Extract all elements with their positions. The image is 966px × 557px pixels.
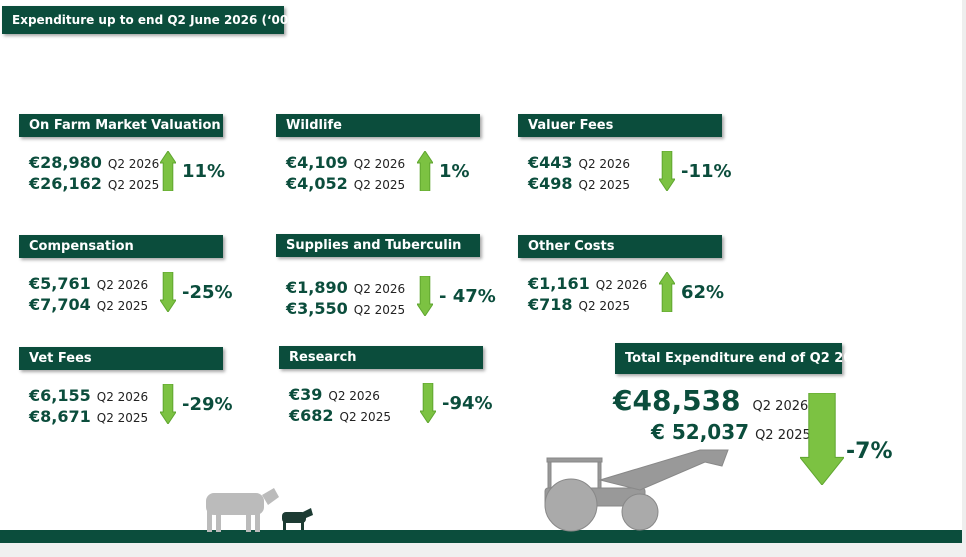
value-row: €8,671 Q2 2025 xyxy=(29,407,148,426)
page-title: Expenditure up to end Q2 June 2026 (‘000… xyxy=(2,6,302,34)
amount: €443 xyxy=(528,153,573,172)
amount: €28,980 xyxy=(29,153,102,172)
trend-arrow xyxy=(417,151,433,191)
amount: €682 xyxy=(289,406,334,425)
trend-arrow xyxy=(160,151,176,191)
value-row: €4,052 Q2 2025 xyxy=(286,174,405,193)
period: Q2 2025 xyxy=(353,303,406,317)
change: 62% xyxy=(681,282,725,303)
period: Q2 2025 xyxy=(578,299,630,313)
period: Q2 2025 xyxy=(755,428,811,443)
tractor xyxy=(544,449,729,532)
arrow-shape xyxy=(160,384,176,424)
value-row: € 52,037 Q2 2025 xyxy=(651,420,811,444)
amount: €5,761 xyxy=(29,274,91,293)
value-row: €1,161 Q2 2026 xyxy=(528,274,647,293)
value-row: €443 Q2 2026 xyxy=(528,153,630,172)
arrow-shape xyxy=(659,151,675,191)
card-title: Wildlife xyxy=(276,114,480,137)
amount: €3,550 xyxy=(286,299,348,318)
trend-arrow xyxy=(659,272,675,312)
value-row: €7,704 Q2 2025 xyxy=(29,295,148,314)
amount: €498 xyxy=(528,174,573,193)
period: Q2 2025 xyxy=(578,178,630,192)
amount: €1,890 xyxy=(286,278,348,297)
change: -94% xyxy=(442,393,493,414)
amount: €7,704 xyxy=(29,295,91,314)
change: -11% xyxy=(681,161,732,182)
period: Q2 2026 xyxy=(353,157,406,171)
amount: €48,538 xyxy=(613,384,741,417)
trend-arrow xyxy=(160,272,176,312)
trend-arrow xyxy=(160,384,176,424)
value-row: €39 Q2 2026 xyxy=(289,385,380,404)
value-row: €682 Q2 2025 xyxy=(289,406,391,425)
cow xyxy=(206,488,279,532)
edge xyxy=(0,543,966,557)
arrow-shape xyxy=(420,383,436,423)
change: -25% xyxy=(182,282,233,303)
value-row: €5,761 Q2 2026 xyxy=(29,274,148,293)
value-row: €4,109 Q2 2026 xyxy=(286,153,405,172)
period: Q2 2025 xyxy=(353,178,406,192)
amount: €26,162 xyxy=(29,174,102,193)
period: Q2 2025 xyxy=(107,178,160,192)
card-title: Vet Fees xyxy=(19,347,223,370)
trend-arrow xyxy=(417,276,433,316)
edge xyxy=(962,0,966,557)
period: Q2 2026 xyxy=(107,157,160,171)
period: Q2 2025 xyxy=(96,411,149,425)
value-row: €6,155 Q2 2026 xyxy=(29,386,148,405)
period: Q2 2026 xyxy=(96,278,149,292)
card-title: Research xyxy=(279,346,483,369)
period: Q2 2026 xyxy=(578,157,630,171)
period: Q2 2026 xyxy=(752,399,809,414)
amount: €4,052 xyxy=(286,174,348,193)
amount: €39 xyxy=(289,385,323,404)
arrow-shape xyxy=(160,272,176,312)
calf xyxy=(282,508,313,530)
arrow-shape xyxy=(417,151,433,191)
value-row: €3,550 Q2 2025 xyxy=(286,299,405,318)
change: - 47% xyxy=(439,286,496,307)
total-title: Total Expenditure end of Q2 2026 xyxy=(615,343,871,374)
value-row: €498 Q2 2025 xyxy=(528,174,630,193)
card-title: Compensation xyxy=(19,235,223,258)
amount: €8,671 xyxy=(29,407,91,426)
value-row: €48,538 Q2 2026 xyxy=(613,384,808,417)
period: Q2 2026 xyxy=(328,389,380,403)
trend-arrow xyxy=(420,383,436,423)
period: Q2 2026 xyxy=(96,390,149,404)
card-title: Valuer Fees xyxy=(518,114,722,137)
ground xyxy=(0,530,962,543)
change: 11% xyxy=(182,161,226,182)
arrow-shape xyxy=(417,276,433,316)
arrow-shape xyxy=(659,272,675,312)
card-title: On Farm Market Valuation xyxy=(19,114,223,137)
period: Q2 2025 xyxy=(96,299,149,313)
value-row: €28,980 Q2 2026 xyxy=(29,153,159,172)
period: Q2 2026 xyxy=(353,282,406,296)
period: Q2 2026 xyxy=(595,278,648,292)
value-row: €718 Q2 2025 xyxy=(528,295,630,314)
amount: € 52,037 xyxy=(651,420,750,444)
trend-arrow xyxy=(800,393,844,485)
value-row: €26,162 Q2 2025 xyxy=(29,174,159,193)
value-row: €1,890 Q2 2026 xyxy=(286,278,405,297)
arrow-shape xyxy=(160,151,176,191)
amount: €718 xyxy=(528,295,573,314)
trend-arrow xyxy=(659,151,675,191)
amount: €4,109 xyxy=(286,153,348,172)
arrow-shape xyxy=(800,393,844,485)
period: Q2 2025 xyxy=(339,410,391,424)
card-title: Other Costs xyxy=(518,235,722,258)
change: 1% xyxy=(439,161,470,182)
card-title: Supplies and Tuberculin xyxy=(276,234,480,257)
amount: €6,155 xyxy=(29,386,91,405)
amount: €1,161 xyxy=(528,274,590,293)
change: -7% xyxy=(846,439,893,464)
change: -29% xyxy=(182,394,233,415)
